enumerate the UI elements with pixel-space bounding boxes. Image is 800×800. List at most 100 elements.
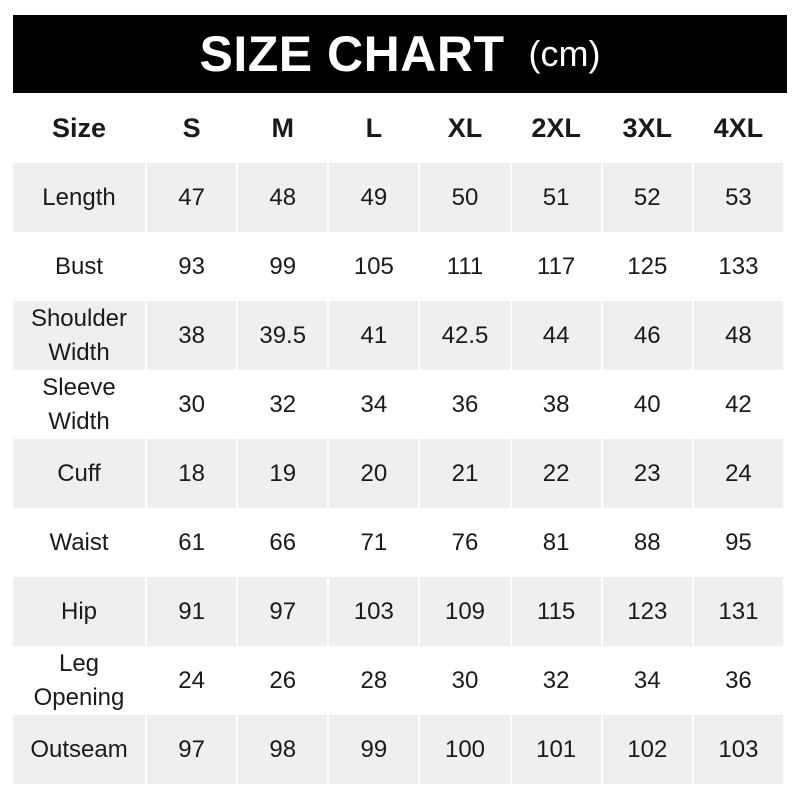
table-cell: 100: [420, 715, 510, 784]
row-label-line: Cuff: [57, 459, 101, 487]
table-row: Leg Opening 24 26 28 30 32 34 36: [13, 646, 783, 715]
table-cell: 98: [238, 715, 328, 784]
table-row: Cuff 18 19 20 21 22 23 24: [13, 439, 783, 508]
table-row: Bust 93 99 105 111 117 125 133: [13, 232, 783, 301]
table-cell: 123: [602, 577, 692, 646]
table-cell: 48: [693, 301, 783, 370]
title-banner: SIZE CHART (cm): [13, 15, 787, 93]
row-label-line: Hip: [60, 597, 97, 625]
table-cell: 32: [542, 666, 570, 694]
table-cell: 101: [511, 715, 601, 784]
table-cell: 34: [633, 666, 661, 694]
row-label: Waist: [13, 508, 145, 577]
table-cell: 71: [360, 528, 388, 556]
table-cell: 95: [725, 528, 752, 556]
row-label-line: Length: [42, 183, 116, 211]
table-cell: 39.5: [238, 301, 328, 370]
table-cell: 97: [238, 577, 328, 646]
table-cell: 49: [329, 163, 419, 232]
column-header: M: [271, 113, 294, 144]
table-cell: 38: [147, 301, 237, 370]
column-header: 3XL: [622, 113, 673, 144]
table-cell: 133: [718, 252, 759, 280]
table-cell: 99: [329, 715, 419, 784]
row-label: Length: [13, 163, 145, 232]
table-cell: 41: [329, 301, 419, 370]
table-cell: 53: [693, 163, 783, 232]
table-cell: 48: [238, 163, 328, 232]
column-header: S: [182, 113, 201, 144]
table-cell: 23: [602, 439, 692, 508]
table-cell: 93: [178, 252, 205, 280]
table-cell: 66: [269, 528, 297, 556]
table-cell: 28: [360, 666, 388, 694]
row-label-line: Opening: [33, 683, 125, 711]
table-cell: 50: [420, 163, 510, 232]
table-cell: 34: [360, 390, 388, 418]
row-label-line: Waist: [49, 528, 109, 556]
table-cell: 47: [147, 163, 237, 232]
table-cell: 51: [511, 163, 601, 232]
row-label-line: Outseam: [30, 735, 128, 763]
table-cell: 30: [178, 390, 205, 418]
header-row: Size S M L XL 2XL 3XL 4XL: [13, 95, 783, 163]
row-label: Hip: [13, 577, 145, 646]
table-cell: 42: [725, 390, 752, 418]
table-cell: 18: [147, 439, 237, 508]
column-header: Size: [51, 113, 107, 144]
table-cell: 61: [178, 528, 205, 556]
column-header: 2XL: [531, 113, 581, 144]
table-row: Hip 91 97 103 109 115 123 131: [13, 577, 783, 646]
chart-title: SIZE CHART: [199, 26, 505, 82]
table-cell: 40: [633, 390, 661, 418]
size-table: Size S M L XL 2XL 3XL 4XL Length 47 48 49 50 51 52 53 B…: [11, 95, 785, 784]
table-cell: 81: [542, 528, 570, 556]
table-cell: 102: [602, 715, 692, 784]
table-cell: 103: [693, 715, 783, 784]
table-row: Outseam 97 98 99 100 101 102 103: [13, 715, 783, 784]
table-row: Waist 61 66 71 76 81 88 95: [13, 508, 783, 577]
table-cell: 19: [238, 439, 328, 508]
table-cell: 97: [147, 715, 237, 784]
table-cell: 38: [542, 390, 570, 418]
table-cell: 20: [329, 439, 419, 508]
row-label: Outseam: [13, 715, 145, 784]
row-label: Leg Opening: [13, 646, 145, 715]
table-cell: 52: [602, 163, 692, 232]
table-cell: 24: [178, 666, 205, 694]
column-header: L: [365, 113, 383, 144]
table-cell: 32: [269, 390, 297, 418]
table-row: Length 47 48 49 50 51 52 53: [13, 163, 783, 232]
column-header: XL: [447, 113, 483, 144]
table-cell: 21: [420, 439, 510, 508]
row-label-line: Bust: [54, 252, 104, 280]
row-label: Sleeve Width: [13, 370, 145, 439]
table-row: Shoulder Width 38 39.5 41 42.5 44 46 48: [13, 301, 783, 370]
row-label: Bust: [13, 232, 145, 301]
table-row: Sleeve Width 30 32 34 36 38 40 42: [13, 370, 783, 439]
table-cell: 88: [633, 528, 661, 556]
table-cell: 125: [627, 252, 668, 280]
table-cell: 131: [693, 577, 783, 646]
table-cell: 115: [511, 577, 601, 646]
table-cell: 103: [329, 577, 419, 646]
row-label-line: Leg: [58, 649, 100, 677]
table-cell: 22: [511, 439, 601, 508]
row-label: Cuff: [13, 439, 145, 508]
row-label-line: Width: [48, 338, 110, 366]
row-label-line: Width: [48, 407, 110, 435]
table-cell: 109: [420, 577, 510, 646]
table-cell: 30: [451, 666, 479, 694]
table-cell: 42.5: [420, 301, 510, 370]
table-cell: 24: [693, 439, 783, 508]
table-cell: 91: [147, 577, 237, 646]
row-label-line: Shoulder: [30, 304, 128, 332]
table-cell: 26: [269, 666, 297, 694]
table-cell: 36: [451, 390, 479, 418]
column-header: 4XL: [713, 113, 764, 144]
table-cell: 44: [511, 301, 601, 370]
unit-label: (cm): [528, 33, 601, 74]
table-cell: 76: [451, 528, 479, 556]
table-cell: 105: [353, 252, 394, 280]
table-cell: 36: [725, 666, 752, 694]
